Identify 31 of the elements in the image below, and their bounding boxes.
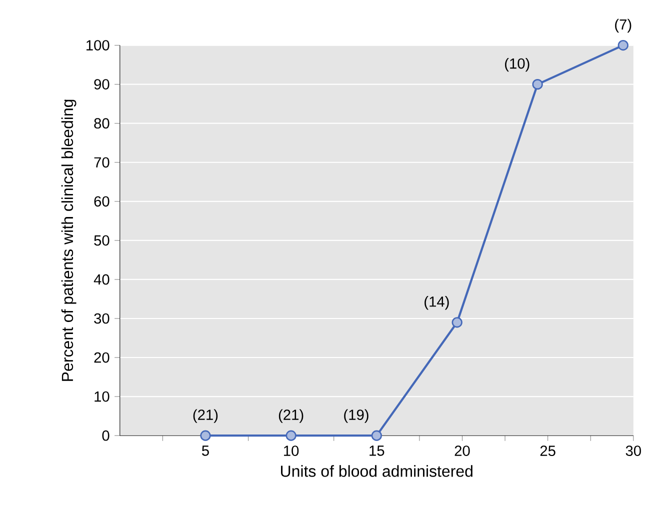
x-tick-label: 5 [202, 446, 209, 456]
point [200, 430, 211, 442]
annotation: (19) [344, 409, 368, 424]
y-tick-label: 100 [86, 40, 110, 51]
y-tick-label: 60 [94, 196, 110, 207]
y-tick-label: 20 [94, 352, 110, 363]
point [286, 430, 296, 442]
y-tick-label: 40 [94, 274, 110, 285]
y-tick-label: 80 [94, 118, 110, 129]
x-tick-label: 20 [454, 446, 470, 456]
point [371, 430, 382, 442]
y-tick-label: 0 [102, 430, 110, 442]
point [532, 79, 543, 90]
annotation: (21) [278, 409, 304, 424]
y-tick-label: 90 [94, 79, 110, 90]
x-axis-title: Units of blood administered [281, 465, 472, 478]
y-tick-label: 10 [94, 392, 110, 402]
annotation: (14) [424, 296, 449, 310]
point [452, 317, 462, 328]
y-tick-label: 70 [94, 157, 110, 168]
y-axis-title: Percent of patients with clinical bleeding [61, 100, 76, 382]
x-tick-label: 15 [370, 446, 384, 456]
y-tick-label: 50 [94, 235, 110, 246]
y-tick-label: 30 [94, 314, 110, 324]
annotation: (21) [193, 409, 218, 424]
annotation: (10) [505, 58, 530, 72]
point [618, 40, 628, 51]
x-tick-label: 10 [284, 446, 299, 456]
x-tick-label: 30 [626, 446, 641, 456]
annotation: (7) [615, 19, 632, 33]
x-tick-label: 25 [540, 446, 556, 456]
